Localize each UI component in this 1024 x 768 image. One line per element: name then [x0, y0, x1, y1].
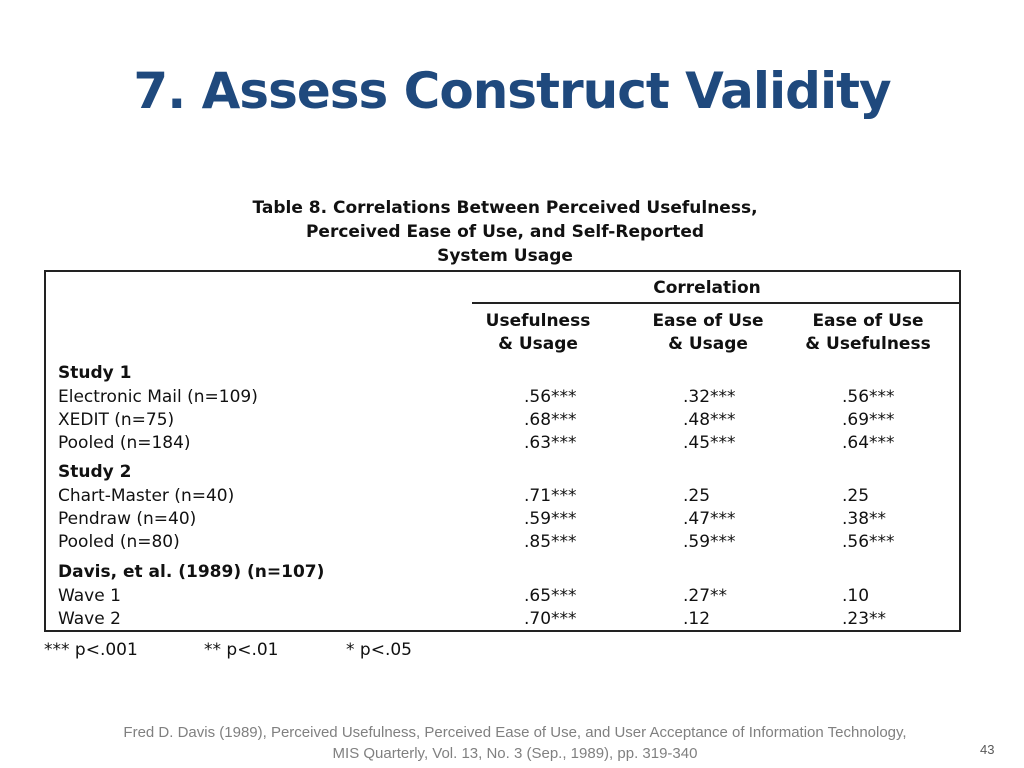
column-header-line: Ease of Use — [812, 311, 924, 331]
table-cell: .71*** — [524, 486, 577, 506]
footnote: * p<.05 — [346, 640, 412, 660]
table-cell: .38** — [842, 509, 887, 529]
table-cell: .63*** — [524, 433, 577, 453]
table-caption: Table 8. Correlations Between Perceived … — [250, 196, 760, 268]
correlation-header-rule — [472, 302, 961, 304]
table-cell: .65*** — [524, 586, 577, 606]
table-cell: .59*** — [524, 509, 577, 529]
row-label: Pooled (n=80) — [58, 532, 180, 552]
row-label: Wave 1 — [58, 586, 121, 606]
table-frame — [44, 270, 961, 632]
footnote: *** p<.001 — [44, 640, 138, 660]
row-label: Pooled (n=184) — [58, 433, 191, 453]
table-cell: .32*** — [683, 387, 736, 407]
citation-line: Fred D. Davis (1989), Perceived Usefulne… — [123, 724, 907, 741]
column-header-line: & Usefulness — [805, 334, 931, 354]
table-cell: .10 — [842, 586, 870, 606]
table-cell: .45*** — [683, 433, 736, 453]
table-cell: .25 — [683, 486, 711, 506]
column-header-usefulness-usage: Usefulness & Usage — [458, 310, 618, 356]
source-citation: Fred D. Davis (1989), Perceived Usefulne… — [30, 722, 1000, 764]
row-label: Electronic Mail (n=109) — [58, 387, 258, 407]
group-label-study-2: Study 2 — [58, 462, 132, 482]
group-label-study-1: Study 1 — [58, 363, 132, 383]
table-cell: .23** — [842, 609, 887, 629]
page-number: 43 — [980, 742, 995, 757]
correlation-table-figure: Table 8. Correlations Between Perceived … — [44, 196, 961, 660]
column-header-line: & Usage — [498, 334, 578, 354]
table-cell: .47*** — [683, 509, 736, 529]
table-cell: .69*** — [842, 410, 895, 430]
table-cell: .48*** — [683, 410, 736, 430]
citation-line: MIS Quarterly, Vol. 13, No. 3 (Sep., 198… — [332, 745, 698, 762]
group-label-davis-1989: Davis, et al. (1989) (n=107) — [58, 562, 325, 582]
table-cell: .59*** — [683, 532, 736, 552]
column-header-line: Ease of Use — [652, 311, 764, 331]
column-header-ease-usage: Ease of Use & Usage — [628, 310, 788, 356]
row-label: Pendraw (n=40) — [58, 509, 197, 529]
footnote: ** p<.01 — [204, 640, 279, 660]
table-cell: .64*** — [842, 433, 895, 453]
table-cell: .56*** — [842, 532, 895, 552]
table-cell: .56*** — [524, 387, 577, 407]
table-cell: .25 — [842, 486, 870, 506]
table-cell: .70*** — [524, 609, 577, 629]
correlation-header: Correlation — [653, 278, 761, 298]
table-cell: .12 — [683, 609, 711, 629]
table-cell: .85*** — [524, 532, 577, 552]
row-label: XEDIT (n=75) — [58, 410, 175, 430]
table-caption-line: System Usage — [437, 246, 573, 266]
column-header-ease-usefulness: Ease of Use & Usefulness — [788, 310, 948, 356]
table-cell: .27** — [683, 586, 728, 606]
row-label: Wave 2 — [58, 609, 121, 629]
table-caption-line: Perceived Ease of Use, and Self-Reported — [305, 222, 705, 242]
table-cell: .56*** — [842, 387, 895, 407]
column-header-line: Usefulness — [485, 311, 591, 331]
row-label: Chart-Master (n=40) — [58, 486, 235, 506]
column-header-line: & Usage — [668, 334, 748, 354]
table-cell: .68*** — [524, 410, 577, 430]
slide-title: 7. Assess Construct Validity — [133, 62, 891, 120]
table-caption-line: Table 8. Correlations Between Perceived … — [252, 198, 758, 218]
